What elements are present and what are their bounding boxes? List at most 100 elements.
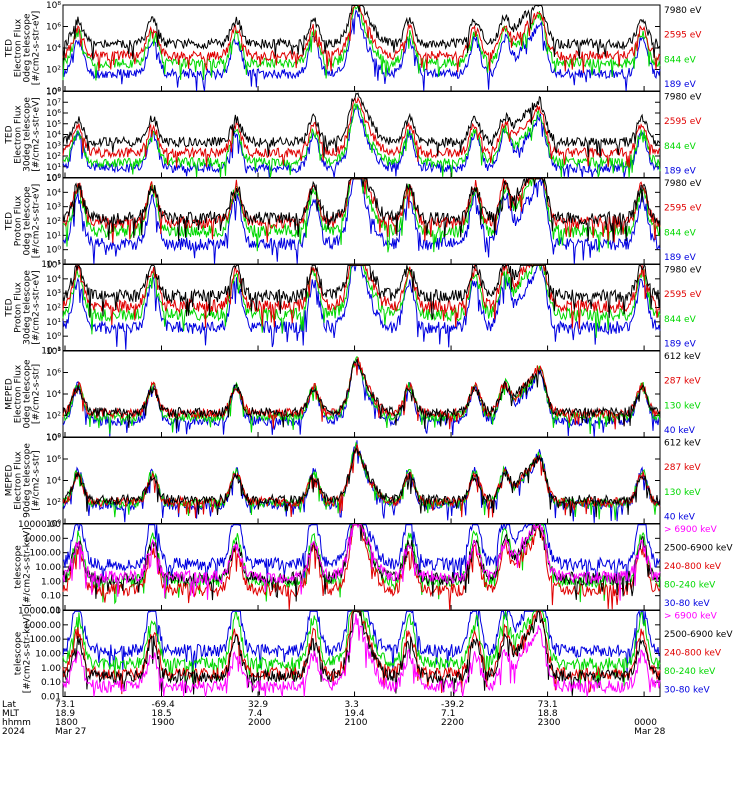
legend-entry: 2595 eV xyxy=(664,290,702,300)
y-tick-label: 10⁴ xyxy=(46,188,61,198)
y-tick-label: 10³ xyxy=(46,203,61,213)
legend-entry: 189 eV xyxy=(664,340,697,350)
legend-entry: 130 keV xyxy=(664,401,701,411)
y-tick-label: 100.00 xyxy=(30,635,62,645)
panel-8: 10000.00 1000.00 100.00 10.00 1.00 0.10 0.01 te… xyxy=(14,607,734,703)
y-tick-label: 10⁰ xyxy=(46,520,61,530)
x-row-label: hhmm xyxy=(2,718,31,728)
y-tick-label: 0.10 xyxy=(41,678,61,688)
y-tick-label: 0.10 xyxy=(41,592,61,602)
panel-1: 10⁸ 10⁶ 10⁴ 10² 10⁰ TED Electron Flux 0deg tele… xyxy=(5,1,703,97)
y-axis-label-line: telescope xyxy=(14,545,24,589)
y-tick-label: 10⁴ xyxy=(46,390,61,400)
y-tick-label: 0.01 xyxy=(41,606,61,616)
y-axis-label: TED Electron Flux 0deg telescope [#/cm2-s-s… xyxy=(5,11,42,86)
y-tick-label: 10² xyxy=(46,152,61,162)
y-tick-label: 10000.00 xyxy=(18,607,61,617)
y-tick-label: 10.00 xyxy=(35,650,61,660)
legend-entry: 30-80 keV xyxy=(664,686,710,696)
y-tick-label: 10⁵ xyxy=(46,174,61,184)
y-axis-label-line: Electron Flux xyxy=(14,18,24,77)
legend-entry: 189 eV xyxy=(664,167,697,177)
x-tick-label: Mar 27 xyxy=(55,727,86,737)
series-line xyxy=(62,96,661,168)
y-tick-label: 10⁸ xyxy=(46,88,61,98)
y-axis-label: TED Electron Flux 30deg telescope [#/cm2-s-… xyxy=(5,97,42,172)
x-row-label: 2024 xyxy=(2,727,25,737)
legend-entry: 612 keV xyxy=(664,352,701,362)
x-tick-label: 18.8 xyxy=(538,709,558,719)
y-axis-label-line: telescope xyxy=(14,631,24,675)
y-axis-label-line: 30deg telescope xyxy=(23,270,33,345)
y-axis-label-line: TED xyxy=(5,125,15,144)
y-tick-label: 10⁶ xyxy=(46,369,61,379)
x-tick-label: 73.1 xyxy=(538,700,558,710)
legend-entry: 844 eV xyxy=(664,228,697,238)
y-tick-label: 10² xyxy=(46,217,61,227)
y-axis-label: telescope [#/cm2-s-str-keV] xyxy=(14,527,33,606)
series-line xyxy=(62,264,661,350)
y-tick-label: 10⁰ xyxy=(46,332,61,342)
y-tick-label: 10⁰ xyxy=(46,246,61,256)
panel-5: 10⁸ 10⁶ 10⁴ 10² 10⁰ MEPED Electron Flux 0deg te… xyxy=(5,347,702,443)
y-tick-label: 10³ xyxy=(46,289,61,299)
legend-entry: 240-800 keV xyxy=(664,562,722,572)
panel-7: 10000.00 1000.00 100.00 10.00 1.00 0.10 0.01 te… xyxy=(14,520,734,616)
series-line xyxy=(62,447,661,518)
y-tick-label: 10² xyxy=(46,498,61,508)
legend-entry: 7980 eV xyxy=(664,179,702,189)
y-tick-label: 10⁶ xyxy=(46,23,61,33)
x-tick-label: -39.2 xyxy=(441,700,464,710)
y-tick-label: 10² xyxy=(46,66,61,76)
legend-entry: 80-240 keV xyxy=(664,581,716,591)
series-line xyxy=(62,5,661,74)
series-line xyxy=(62,610,661,697)
y-tick-label: 1.00 xyxy=(41,664,61,674)
legend-entry: 30-80 keV xyxy=(664,599,710,609)
legend-entry: 240-800 keV xyxy=(664,649,722,659)
y-tick-label: 10.00 xyxy=(35,563,61,573)
legend-entry: 2500-6900 keV xyxy=(664,544,733,554)
legend-entry: 287 keV xyxy=(664,377,701,387)
y-axis-label-line: 0deg telescope xyxy=(23,359,33,429)
x-tick-label: 2100 xyxy=(345,718,368,728)
series-line xyxy=(62,444,661,519)
y-tick-label: 10³ xyxy=(46,141,61,151)
series-line xyxy=(62,441,661,521)
legend-entry: 7980 eV xyxy=(664,93,702,103)
x-row-label: MLT xyxy=(2,709,20,719)
series-line xyxy=(62,92,661,158)
legend-entry: > 6900 keV xyxy=(664,525,718,535)
y-tick-label: 10⁴ xyxy=(46,131,61,141)
x-tick-label: -69.4 xyxy=(152,700,176,710)
y-axis-label-line: MEPED xyxy=(5,465,15,497)
legend-entry: 844 eV xyxy=(664,315,697,325)
y-axis-label: TED Proton Flux 30deg telescope [#/cm2-s-st… xyxy=(5,270,42,345)
legend-entry: 612 keV xyxy=(664,439,701,449)
x-tick-label: 32.9 xyxy=(248,700,268,710)
y-axis-label-line: Proton Flux xyxy=(14,282,24,333)
x-tick-label: 1800 xyxy=(55,718,78,728)
y-axis-label-line: [#/cm2-s-str-eV] xyxy=(32,184,42,259)
y-axis-label-line: Electron Flux xyxy=(14,105,24,164)
series-line xyxy=(62,4,661,81)
x-tick-label: 3.3 xyxy=(345,700,359,710)
series-line xyxy=(62,613,661,697)
x-tick-label: 2300 xyxy=(538,718,561,728)
x-tick-label: 73.1 xyxy=(55,700,75,710)
series-line xyxy=(62,102,661,178)
x-tick-label: 0000 xyxy=(634,718,657,728)
y-axis-label-line: [#/cm2-s-str-keV] xyxy=(23,527,33,606)
y-tick-label: 100.00 xyxy=(30,549,62,559)
y-axis-label-line: 90deg telescope xyxy=(23,443,33,518)
legend-entry: 7980 eV xyxy=(664,266,702,276)
y-axis-label-line: Electron Flux xyxy=(14,364,24,423)
x-tick-label: 7.4 xyxy=(248,709,263,719)
series-line xyxy=(62,178,661,244)
panel-6: 10⁸ 10⁶ 10⁴ 10² 10⁰ MEPED Electron Flux 90deg t… xyxy=(5,434,702,530)
